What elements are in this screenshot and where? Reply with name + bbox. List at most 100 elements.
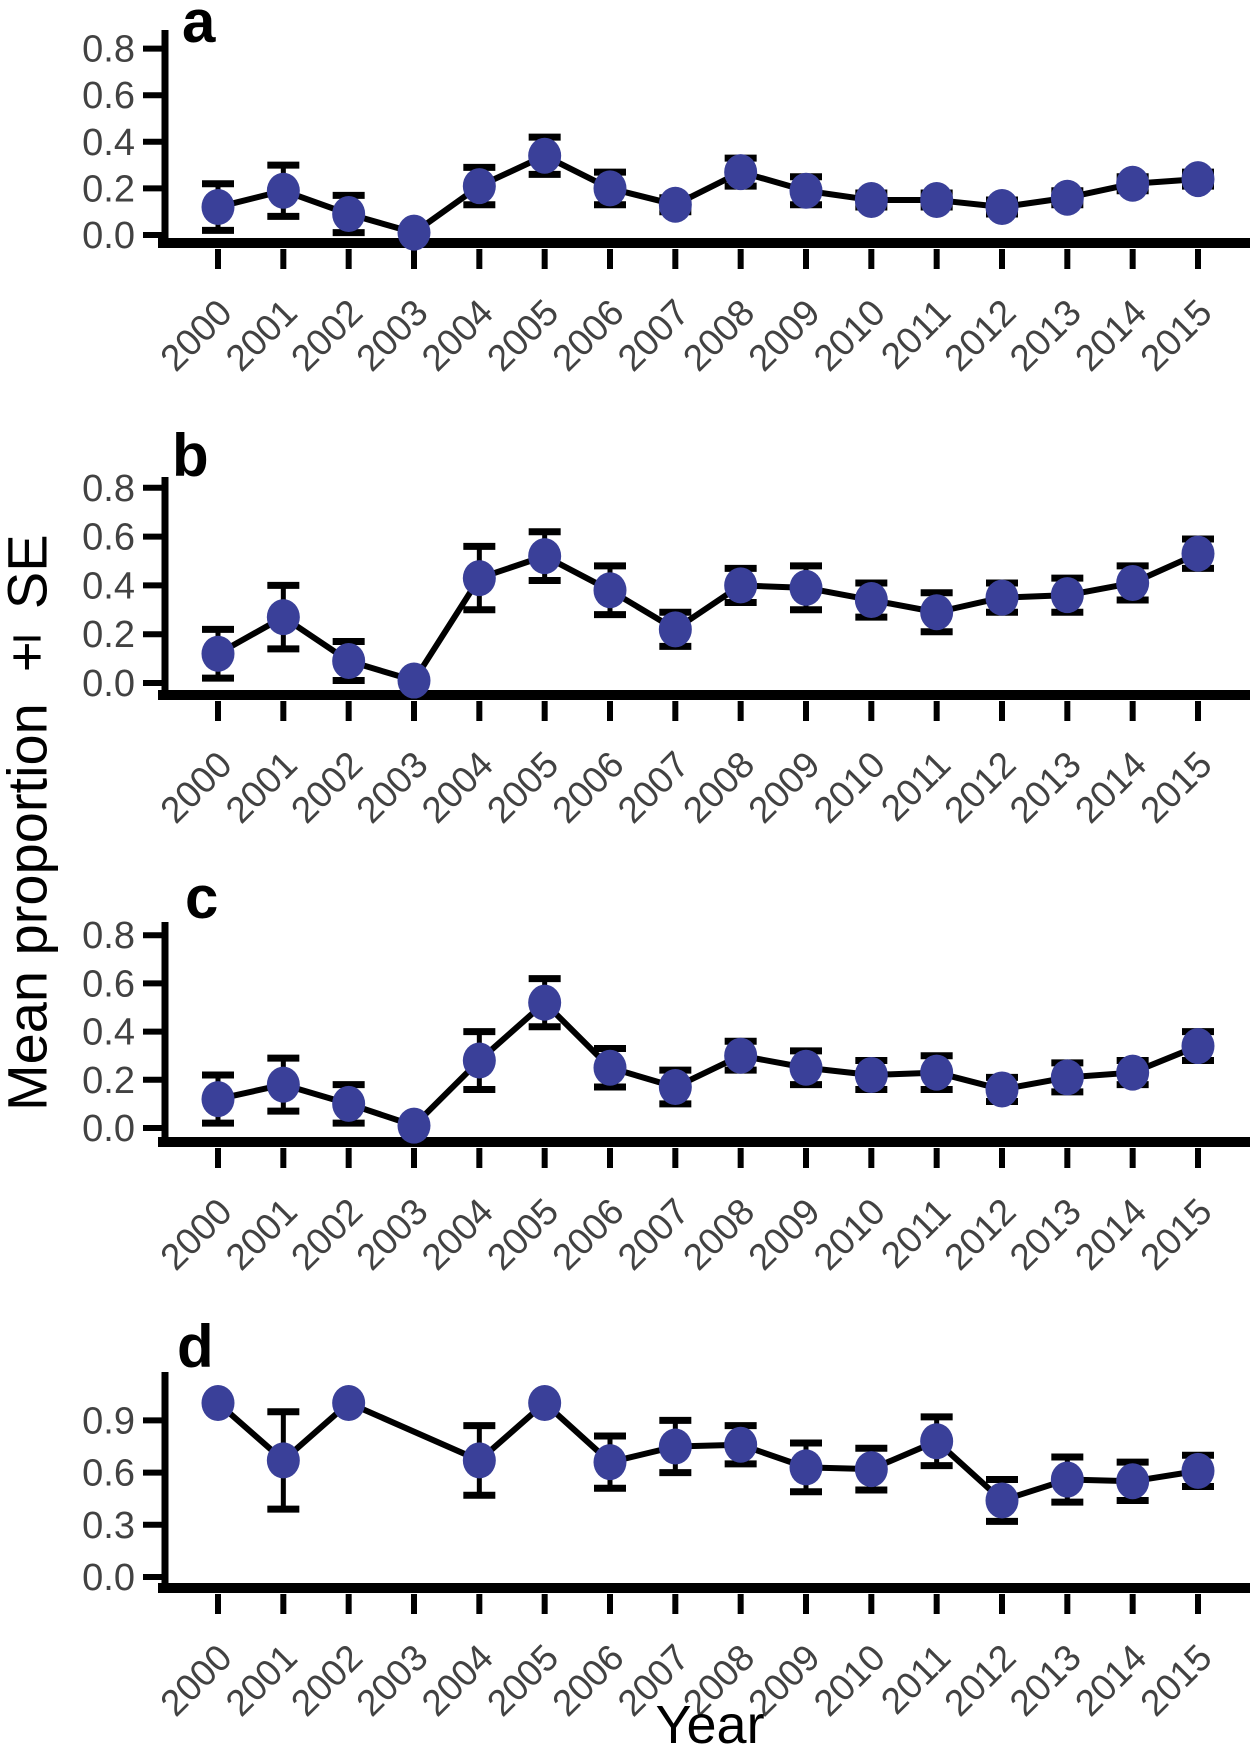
data-point-2015: [1181, 1028, 1215, 1065]
data-point-2012: [985, 1482, 1019, 1519]
y-tick-label: 0.0: [82, 663, 135, 705]
data-point-2008: [724, 1426, 758, 1463]
y-tick-label: 0.0: [82, 1557, 135, 1599]
data-point-2007: [658, 186, 692, 223]
x-tick-label: 2007: [610, 744, 697, 831]
y-tick-label: 0.8: [82, 29, 135, 71]
x-tick-label: 2003: [348, 292, 435, 379]
data-point-2009: [789, 569, 823, 606]
x-tick-label: 2000: [152, 744, 239, 831]
x-tick-label: 2000: [152, 1191, 239, 1278]
x-tick-label: 2012: [936, 292, 1023, 379]
data-point-2005: [528, 984, 562, 1021]
x-tick-label: 2014: [1067, 292, 1154, 379]
x-tick-label: 2007: [610, 292, 697, 379]
panel-letter-c: c: [185, 864, 219, 931]
data-point-2007: [658, 611, 692, 648]
x-tick-label: 2015: [1132, 292, 1219, 379]
x-tick-label: 2015: [1132, 744, 1219, 831]
data-point-2008: [724, 154, 758, 191]
x-tick-label: 2012: [936, 744, 1023, 831]
x-tick-label: 2009: [740, 1191, 827, 1278]
data-point-2004: [462, 168, 496, 205]
data-point-2001: [266, 172, 300, 209]
y-tick-label: 0.0: [82, 1108, 135, 1150]
x-tick-label: 2014: [1067, 744, 1154, 831]
x-tick-label: 2013: [1002, 1191, 1089, 1278]
data-point-2015: [1181, 1452, 1215, 1489]
data-point-2012: [985, 579, 1019, 616]
x-tick-label: 2001: [218, 1637, 305, 1724]
y-tick-label: 0.2: [82, 1060, 135, 1102]
data-point-2012: [985, 189, 1019, 226]
y-axis-title: Mean proportion ± SE: [0, 534, 59, 1112]
data-point-2004: [462, 1042, 496, 1079]
panel-c: 0.00.20.40.60.82000200120022003200420052…: [82, 915, 1250, 1278]
data-point-2011: [920, 182, 954, 219]
data-point-2009: [789, 1449, 823, 1486]
x-tick-label: 2011: [873, 292, 958, 377]
data-points: [201, 1385, 1215, 1519]
data-point-2000: [201, 1081, 235, 1118]
data-point-2006: [593, 170, 627, 207]
x-tick-label: 2010: [806, 1191, 893, 1278]
x-tick-label: 2002: [283, 292, 370, 379]
x-tick-label: 2008: [675, 744, 762, 831]
y-tick-label: 0.8: [82, 468, 135, 510]
data-point-2002: [332, 1085, 366, 1122]
x-tick-label: 2000: [152, 292, 239, 379]
x-tick-label: 2003: [348, 744, 435, 831]
data-point-2001: [266, 1442, 300, 1479]
data-point-2008: [724, 1037, 758, 1074]
data-point-2000: [201, 189, 235, 226]
x-tick-label: 2009: [740, 744, 827, 831]
data-point-2003: [397, 1107, 431, 1144]
data-point-2000: [201, 1385, 235, 1421]
data-point-2004: [462, 1442, 496, 1479]
data-point-2002: [332, 643, 366, 680]
x-tick-label: 2014: [1067, 1191, 1154, 1278]
data-point-2000: [201, 635, 235, 672]
panel-d: 0.00.30.60.92000200120022003200420052006…: [82, 1372, 1250, 1724]
x-tick-label: 2005: [479, 292, 566, 379]
panel-letter-d: d: [177, 1313, 214, 1380]
data-point-2005: [528, 137, 562, 174]
x-tick-label: 2003: [348, 1637, 435, 1724]
x-tick-label: 2002: [283, 744, 370, 831]
x-tick-label: 2002: [283, 1637, 370, 1724]
y-tick-label: 0.6: [82, 963, 135, 1005]
data-point-2006: [593, 572, 627, 609]
data-point-2007: [658, 1069, 692, 1106]
data-point-2011: [920, 594, 954, 631]
data-point-2004: [462, 560, 496, 597]
y-tick-label: 0.0: [82, 215, 135, 257]
data-line: [215, 152, 1201, 236]
y-tick-label: 0.6: [82, 1453, 135, 1495]
data-point-2001: [266, 1066, 300, 1103]
x-tick-label: 2007: [610, 1191, 697, 1278]
panel-a: 0.00.20.40.60.82000200120022003200420052…: [82, 29, 1250, 379]
data-point-2005: [528, 538, 562, 575]
x-tick-label: 2012: [936, 1191, 1023, 1278]
data-point-2011: [920, 1423, 954, 1460]
data-point-2014: [1116, 1054, 1150, 1091]
data-point-2010: [854, 582, 888, 619]
data-point-2003: [397, 662, 431, 699]
data-point-2007: [658, 1428, 692, 1465]
data-point-2008: [724, 567, 758, 604]
x-tick-label: 2006: [544, 292, 631, 379]
x-tick-label: 2004: [414, 744, 501, 831]
x-tick-label: 2003: [348, 1191, 435, 1278]
data-point-2014: [1116, 165, 1150, 202]
x-tick-label: 2008: [675, 1191, 762, 1278]
data-point-2013: [1050, 179, 1084, 216]
data-point-2006: [593, 1049, 627, 1086]
y-tick-label: 0.6: [82, 75, 135, 117]
data-point-2013: [1050, 1059, 1084, 1096]
x-tick-label: 2014: [1067, 1637, 1154, 1724]
data-line: [215, 999, 1201, 1129]
x-tick-label: 2011: [873, 744, 958, 829]
x-tick-label: 2004: [414, 1191, 501, 1278]
